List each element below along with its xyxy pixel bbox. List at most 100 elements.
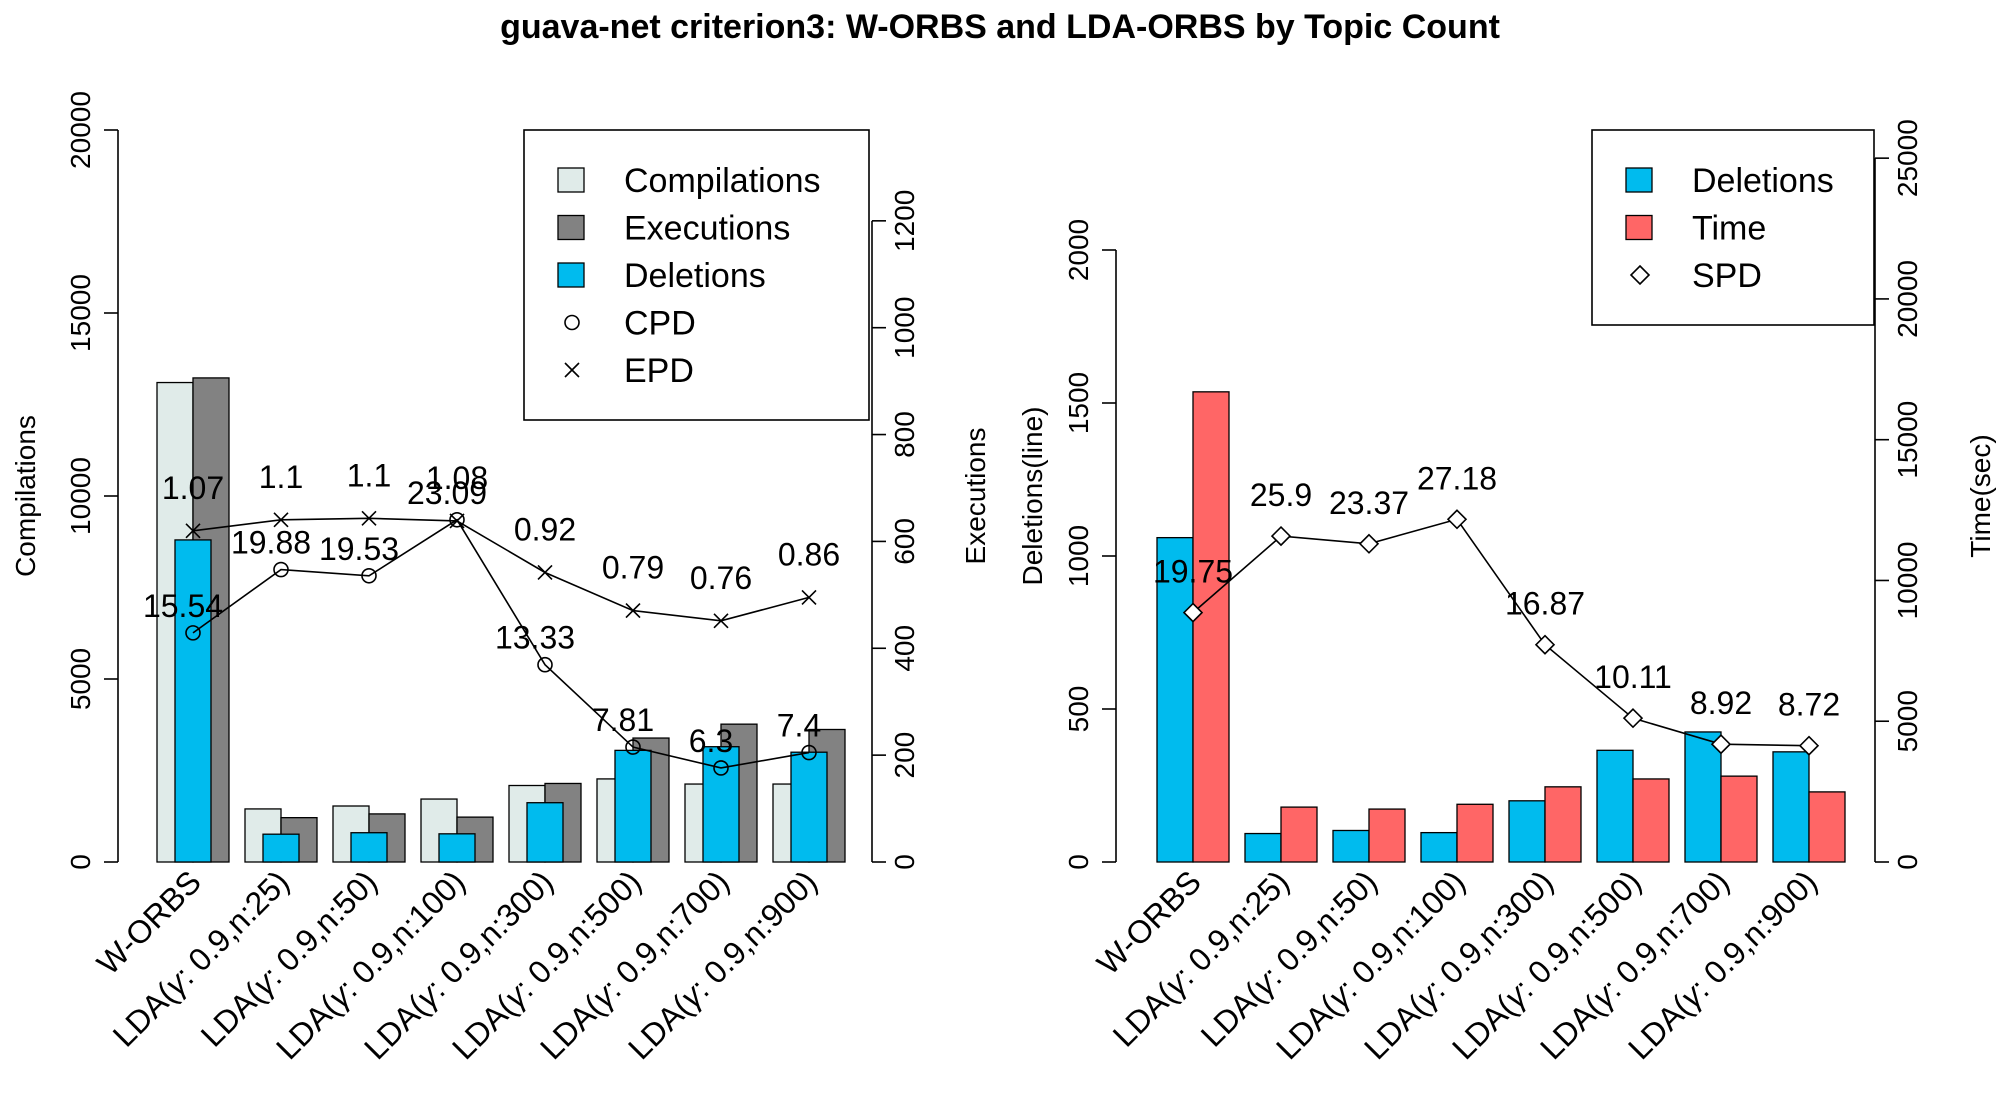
left-epd-label-4: 0.92	[514, 511, 576, 547]
right-y2-tick-label: 10000	[1892, 542, 1923, 620]
left-cpd-label-7: 7.4	[777, 708, 821, 744]
left-epd-label-0: 1.07	[162, 470, 224, 506]
right-spd-point-5	[1622, 708, 1644, 729]
right-bar-deletions-1	[1244, 832, 1282, 863]
right-bar-deletions-4	[1508, 800, 1546, 863]
right-legend-key-deletions	[1625, 167, 1653, 193]
right-y2-tick-label: 25000	[1892, 119, 1923, 197]
left-y2-tick-label: 1000	[889, 297, 920, 359]
left-cpd-label-6: 6.3	[689, 723, 733, 759]
right-bar-time-7	[1808, 791, 1846, 863]
right-spd-point-2	[1358, 533, 1380, 554]
left-bar-deletions-4	[526, 802, 564, 863]
left-bar-deletions-0	[174, 539, 212, 863]
left-epd-point-2	[361, 510, 377, 526]
right-line-spd	[1192, 518, 1810, 747]
right-bar-deletions-2	[1332, 829, 1370, 863]
left-y-tick-label: 10000	[65, 457, 96, 535]
left-epd-label-6: 0.76	[690, 560, 752, 596]
right-spd-label-0: 19.75	[1153, 554, 1233, 590]
left-bar-deletions-3	[438, 833, 476, 863]
left-legend-label-compilations: Compilations	[624, 162, 821, 200]
left-bar-deletions-1	[262, 833, 300, 863]
right-y2-tick-label: 15000	[1892, 401, 1923, 479]
right-spd-point-0	[1182, 602, 1204, 623]
left-legend-key-compilations	[557, 167, 585, 193]
right-spd-label-4: 16.87	[1505, 586, 1585, 622]
left-y-tick-label: 5000	[65, 648, 96, 710]
left-legend-key-epd	[564, 362, 580, 378]
left-y2-axis-label: Executions	[960, 428, 991, 565]
left-y2-tick-label: 200	[889, 732, 920, 779]
left-epd-point-4	[537, 564, 553, 581]
left-cpd-point-1	[273, 561, 289, 578]
right-legend-key-spd	[1629, 264, 1651, 286]
right-spd-label-6: 8.92	[1690, 685, 1752, 721]
right-spd-point-7	[1798, 735, 1820, 756]
right-y2-tick-label: 20000	[1892, 260, 1923, 338]
right-spd-point-4	[1534, 634, 1556, 655]
right-legend-label-spd: SPD	[1692, 257, 1762, 295]
left-cpd-label-0: 15.54	[143, 588, 223, 624]
left-cpd-point-6	[713, 760, 729, 776]
left-epd-label-3: 1.08	[426, 460, 488, 496]
left-epd-point-0	[185, 523, 201, 539]
right-y2-tick-label: 0	[1892, 854, 1923, 870]
left-cpd-point-0	[185, 625, 201, 641]
left-cpd-label-4: 13.33	[495, 620, 575, 656]
left-legend-key-deletions	[557, 262, 585, 288]
left-bar-deletions-5	[614, 749, 652, 863]
right-bar-deletions-3	[1420, 831, 1458, 863]
left-epd-point-6	[713, 613, 729, 629]
left-legend-key-cpd	[564, 314, 580, 331]
right-spd-label-3: 27.18	[1417, 460, 1497, 496]
right-y2-axis-label: Time(sec)	[1965, 434, 1996, 557]
left-y-tick-label: 20000	[65, 91, 96, 169]
left-cpd-point-4	[537, 656, 553, 673]
left-cpd-point-7	[801, 744, 817, 761]
right-bar-time-5	[1632, 778, 1670, 863]
left-epd-label-7: 0.86	[778, 536, 840, 572]
left-line-cpd	[192, 518, 810, 769]
left-legend-label-executions: Executions	[624, 210, 790, 248]
left-epd-point-1	[273, 512, 289, 528]
left-y2-tick-label: 0	[889, 854, 920, 870]
chart-title: guava-net criterion3: W-ORBS and LDA-ORB…	[500, 8, 1500, 46]
left-y2-tick-label: 600	[889, 518, 920, 565]
right-bar-time-1	[1280, 806, 1318, 863]
right-spd-label-1: 25.9	[1250, 477, 1312, 513]
left-legend-label-deletions: Deletions	[624, 257, 766, 295]
left-y-axis-label: Compilations	[10, 415, 41, 577]
right-legend-label-time: Time	[1692, 210, 1766, 248]
right-bar-deletions-7	[1772, 751, 1810, 863]
left-epd-point-3	[449, 513, 465, 529]
right-legend-key-time	[1625, 214, 1653, 241]
left-cpd-label-1: 19.88	[231, 525, 311, 561]
left-epd-label-1: 1.1	[259, 459, 303, 495]
right-spd-label-7: 8.72	[1778, 687, 1840, 723]
left-cpd-label-3: 23.09	[407, 475, 487, 511]
left-cpd-point-2	[361, 567, 377, 584]
right-y-tick-label: 500	[1063, 686, 1094, 733]
right-y-axis-label: Deletions(line)	[1017, 407, 1048, 586]
right-bar-time-4	[1544, 786, 1582, 863]
left-y-tick-label: 15000	[65, 274, 96, 352]
left-bar-deletions-6	[702, 746, 740, 863]
left-epd-label-2: 1.1	[347, 457, 391, 493]
left-line-epd	[192, 517, 810, 622]
left-legend-label-cpd: CPD	[624, 305, 696, 343]
left-y2-tick-label: 800	[889, 411, 920, 458]
right-spd-point-3	[1446, 509, 1468, 530]
right-spd-point-6	[1710, 734, 1732, 755]
right-y-tick-label: 1500	[1063, 372, 1094, 434]
left-y-tick-label: 0	[65, 854, 96, 870]
right-bar-deletions-6	[1684, 731, 1722, 863]
left-epd-point-5	[625, 602, 641, 619]
right-spd-label-2: 23.37	[1329, 485, 1409, 521]
left-cpd-label-5: 7.81	[592, 702, 654, 738]
left-bar-deletions-2	[350, 832, 388, 863]
left-cpd-point-3	[449, 511, 465, 528]
left-legend-key-executions	[557, 214, 585, 241]
right-y2-tick-label: 5000	[1892, 690, 1923, 752]
left-cpd-label-2: 19.53	[319, 531, 399, 567]
